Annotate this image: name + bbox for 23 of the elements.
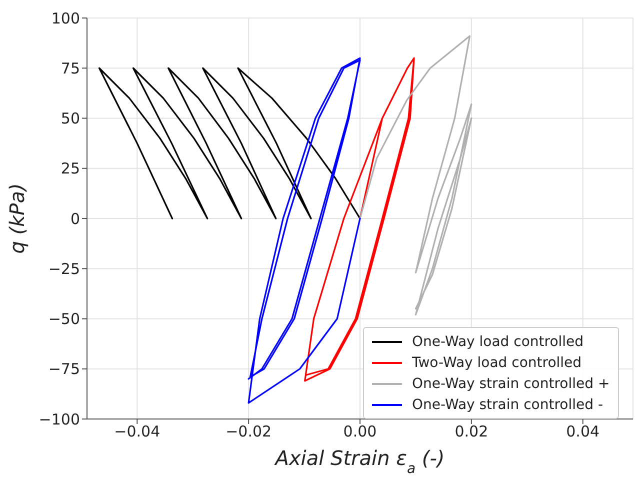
legend-label: One-Way strain controlled - <box>412 396 604 412</box>
x-tick-label: −0.04 <box>114 422 160 441</box>
x-tick-label: 0.04 <box>566 422 600 441</box>
y-tick-label: −50 <box>48 310 80 328</box>
line-series <box>248 57 361 404</box>
legend-label: One-Way load controlled <box>412 334 584 350</box>
y-tick-label: −100 <box>38 410 80 428</box>
y-tick-label: 50 <box>60 110 80 128</box>
y-tick-label: −75 <box>48 360 80 378</box>
y-tick-label: 75 <box>60 59 80 78</box>
y-axis-title: q (kPa) <box>5 183 29 254</box>
x-tick-label: 0.00 <box>343 422 377 441</box>
x-tick-label: 0.02 <box>454 422 488 441</box>
line-series <box>359 35 472 316</box>
x-axis-title: Axial Strain ε$_{a}$ (-) <box>273 446 445 477</box>
y-tick-label: 25 <box>60 160 80 178</box>
legend-label: One-Way strain controlled + <box>412 376 610 392</box>
y-tick-label: −25 <box>48 260 80 278</box>
x-tick-label: −0.02 <box>226 422 272 441</box>
y-tick-label: 100 <box>51 9 80 28</box>
y-tick-label: 0 <box>70 210 80 228</box>
legend-label: Two-Way load controlled <box>412 354 582 370</box>
line-series <box>98 67 361 220</box>
